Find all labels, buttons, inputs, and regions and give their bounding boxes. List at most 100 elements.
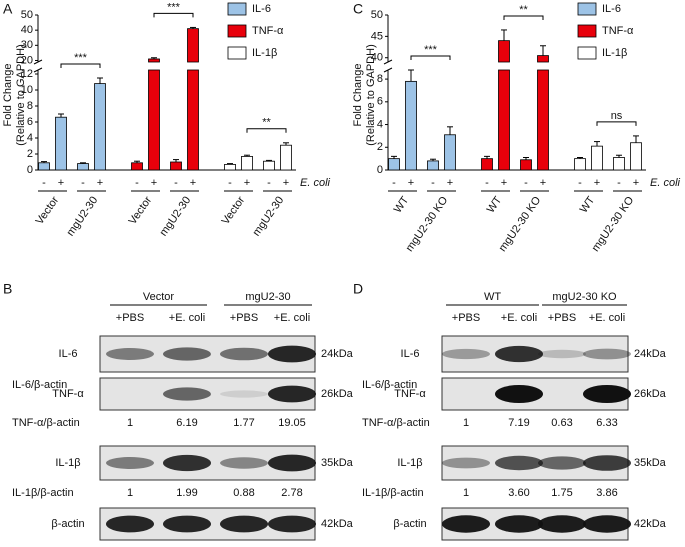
lane-label: +PBS — [230, 312, 258, 324]
legend-swatch — [227, 24, 247, 38]
blot-band — [163, 515, 211, 533]
blot-band — [442, 515, 490, 533]
x-tick-label: + — [244, 177, 250, 189]
blot-band — [163, 454, 211, 472]
legend-swatch — [227, 2, 247, 16]
size-label: 42kDa — [634, 518, 667, 530]
bar — [77, 163, 89, 171]
bar-segment — [280, 144, 292, 171]
bar-segment — [224, 163, 236, 171]
blot-band — [583, 455, 631, 471]
y-tick-label: 45 — [371, 30, 383, 42]
y-tick-label: 8 — [377, 73, 383, 85]
error-bar — [616, 154, 622, 158]
error-bar — [430, 158, 436, 161]
bar — [94, 83, 106, 171]
blot-band — [495, 455, 543, 471]
ratio-value: 1.99 — [176, 487, 197, 499]
error-bar — [58, 113, 64, 118]
group-label: Vector — [220, 194, 248, 227]
x-tick-label: - — [42, 177, 46, 189]
axis-break — [383, 67, 393, 73]
panel-letter: D — [353, 281, 363, 297]
bar — [444, 134, 456, 171]
bar-segment — [77, 163, 89, 171]
group-label: mgU2-30 KO — [497, 194, 544, 254]
x-tick-label: + — [190, 177, 196, 189]
y-tick-label: 6 — [377, 96, 383, 108]
bar — [148, 58, 160, 171]
bar-segment — [537, 55, 549, 63]
significance-label: *** — [424, 44, 438, 56]
bar — [263, 160, 275, 171]
panel-letter: C — [353, 1, 363, 17]
x-tick-label: + — [97, 177, 103, 189]
error-bar — [41, 161, 47, 163]
lane-label: +PBS — [116, 312, 144, 324]
legend-label: IL-1β — [252, 47, 277, 59]
group-label: WT — [485, 194, 505, 215]
group-label: Vector — [143, 291, 175, 303]
error-bar — [484, 155, 490, 159]
bar-segment — [187, 69, 199, 171]
size-label: 42kDa — [321, 518, 354, 530]
ratio-value: 0.63 — [551, 417, 572, 429]
y-axis-title: (Relative to GAPDH) — [365, 44, 377, 145]
bar — [574, 158, 586, 171]
legend-swatch — [577, 24, 597, 38]
protein-label: β-actin — [393, 518, 426, 530]
bar — [537, 55, 549, 171]
blot-band — [163, 347, 211, 361]
blot-band — [220, 347, 268, 361]
bar — [613, 157, 625, 171]
bar-segment — [591, 145, 603, 171]
y-tick-label: 50 — [371, 9, 383, 21]
bar-segment — [574, 158, 586, 171]
blot-band — [538, 515, 586, 533]
error-bar — [391, 155, 397, 159]
lane-label: +PBS — [452, 312, 480, 324]
blot-band — [442, 348, 490, 360]
blot-band — [268, 515, 316, 533]
protein-label: IL-6 — [59, 348, 78, 360]
blot-band — [538, 456, 586, 470]
axis-break — [383, 59, 393, 65]
bar — [481, 158, 493, 171]
bar — [405, 80, 417, 171]
bar-segment — [131, 162, 143, 171]
group-label: mgU2-30 KO — [552, 291, 617, 303]
size-label: 35kDa — [321, 457, 354, 469]
significance-label: ns — [611, 110, 623, 122]
protein-label: IL-1β — [397, 457, 422, 469]
protein-label: β-actin — [51, 518, 84, 530]
bar — [630, 142, 642, 171]
group-label: WT — [484, 291, 501, 303]
blot-band — [220, 390, 268, 398]
bar-segment — [38, 162, 50, 171]
blot-band — [538, 349, 586, 359]
legend-label: IL-1β — [602, 47, 627, 59]
x-tick-label: - — [578, 177, 582, 189]
y-tick-label: 0 — [377, 164, 383, 176]
y-tick-label: 40 — [21, 24, 33, 36]
bar — [55, 116, 67, 171]
blot-band — [106, 348, 154, 360]
ratio-value: 1.75 — [551, 487, 572, 499]
size-label: 26kDa — [634, 388, 667, 400]
axis-break — [33, 59, 43, 65]
error-bar — [633, 135, 639, 143]
blot-band — [442, 457, 490, 469]
blot-band — [495, 515, 543, 533]
ratio-value: 1 — [127, 417, 133, 429]
error-bar — [134, 160, 140, 163]
blot-band — [583, 348, 631, 360]
error-bar — [523, 157, 529, 160]
ratio-value: 6.19 — [176, 417, 197, 429]
bar-segment — [520, 159, 532, 171]
x-tick-label: - — [174, 177, 178, 189]
ratio-value: 3.60 — [508, 487, 529, 499]
error-bar — [577, 157, 583, 159]
legend-label: IL-6 — [602, 3, 621, 15]
error-bar — [97, 77, 103, 84]
error-bar — [80, 162, 86, 164]
